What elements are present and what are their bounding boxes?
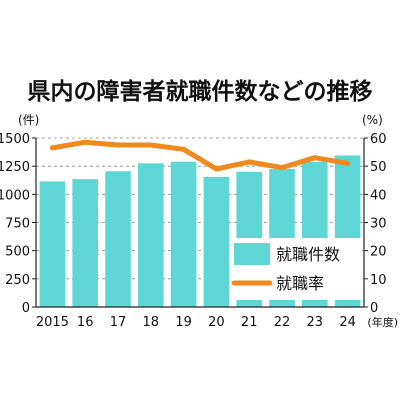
line-point-2015 xyxy=(49,145,55,151)
x-tick-label: 21 xyxy=(241,315,258,330)
x-tick-label: 17 xyxy=(110,315,127,330)
right-tick-label: 20 xyxy=(370,245,387,260)
left-axis-unit: (件) xyxy=(18,113,39,127)
left-tick-label: 1500 xyxy=(0,132,30,147)
bar-18 xyxy=(138,163,164,307)
right-tick-label: 40 xyxy=(370,188,387,203)
line-point-20 xyxy=(213,166,219,172)
right-tick-label: 50 xyxy=(370,160,387,175)
left-tick-label: 1000 xyxy=(0,188,30,203)
line-point-19 xyxy=(181,146,187,152)
legend-label-line: 就職率 xyxy=(276,274,324,293)
x-tick-label: 23 xyxy=(307,315,324,330)
left-tick-label: 750 xyxy=(5,217,30,232)
line-point-23 xyxy=(312,155,318,161)
right-tick-label: 0 xyxy=(370,301,378,316)
left-tick-label: 1250 xyxy=(0,160,30,175)
x-tick-label: 16 xyxy=(77,315,94,330)
line-point-16 xyxy=(82,139,88,145)
line-point-22 xyxy=(279,165,285,171)
legend-label-bar: 就職件数 xyxy=(276,245,340,264)
legend-swatch-bar xyxy=(234,243,270,265)
right-axis-unit: (%) xyxy=(362,113,383,127)
left-tick-label: 500 xyxy=(5,245,30,260)
x-tick-label: 24 xyxy=(339,315,356,330)
bar-19 xyxy=(170,161,197,307)
line-point-17 xyxy=(115,142,121,148)
bar-16 xyxy=(72,179,98,307)
left-tick-label: 0 xyxy=(22,301,30,316)
x-tick-label: 2015 xyxy=(36,315,69,330)
x-tick-label: 22 xyxy=(274,315,291,330)
right-tick-label: 10 xyxy=(370,273,387,288)
bar-20 xyxy=(203,176,230,307)
bar-2015 xyxy=(39,181,66,307)
line-point-18 xyxy=(148,142,154,148)
line-point-24 xyxy=(345,160,351,166)
left-tick-label: 250 xyxy=(5,273,30,288)
line-series-employment-rate xyxy=(49,139,351,172)
bar-17 xyxy=(105,171,131,307)
right-tick-label: 30 xyxy=(370,217,387,232)
chart-title: 県内の障害者就職件数などの推移 xyxy=(28,78,373,105)
x-tick-label: 19 xyxy=(175,315,192,330)
right-tick-label: 60 xyxy=(370,132,387,147)
x-tick-label: 20 xyxy=(208,315,225,330)
x-axis-unit: (年度) xyxy=(367,315,398,329)
line-point-21 xyxy=(246,159,252,165)
x-tick-label: 18 xyxy=(143,315,160,330)
